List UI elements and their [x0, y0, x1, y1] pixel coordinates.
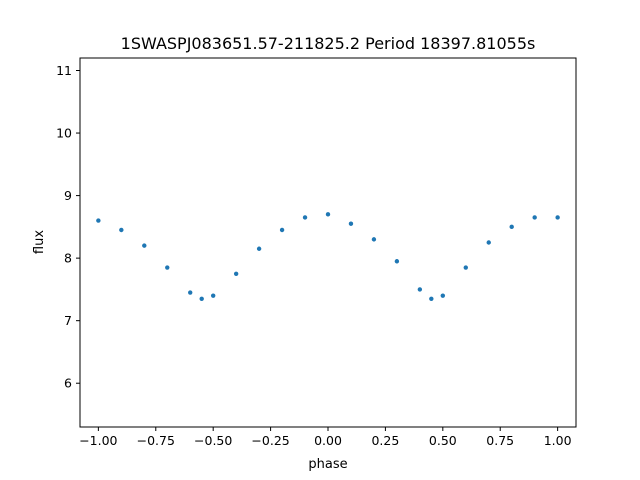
- data-point: [142, 243, 147, 248]
- data-point: [555, 215, 560, 220]
- data-point: [119, 227, 124, 233]
- y-tick-label: 7: [64, 313, 72, 328]
- data-point: [96, 218, 101, 223]
- chart-title: 1SWASPJ083651.57-211825.2 Period 18397.8…: [121, 34, 536, 53]
- x-tick-label: 0.25: [371, 433, 399, 448]
- x-axis-label: phase: [308, 457, 347, 472]
- data-point: [325, 212, 331, 217]
- data-point: [256, 246, 262, 251]
- y-axis-label: flux: [32, 230, 47, 254]
- data-point: [509, 224, 514, 230]
- data-point: [188, 290, 193, 295]
- data-point: [279, 227, 285, 233]
- data-point: [371, 237, 377, 242]
- data-point: [394, 259, 400, 264]
- x-tick-label: 0.75: [486, 433, 514, 448]
- x-tick-label: −0.50: [194, 433, 232, 448]
- data-point: [210, 293, 216, 298]
- y-tick-label: 9: [64, 188, 72, 203]
- x-tick-label: 1.00: [544, 433, 572, 448]
- data-point: [417, 287, 423, 292]
- x-tick-label: −0.75: [137, 433, 175, 448]
- y-tick-label: 6: [64, 376, 72, 391]
- x-tick-label: 0.00: [314, 433, 342, 448]
- data-point: [463, 265, 468, 270]
- x-tick-label: −0.25: [251, 433, 289, 448]
- x-tick-label: −1.00: [79, 433, 117, 448]
- y-tick-label: 8: [64, 251, 72, 266]
- data-point: [440, 293, 446, 298]
- x-ticks: −1.00 −0.75 −0.50 −0.25 0.00 0.25 0.50 0.75 1.00: [79, 427, 572, 448]
- data-point: [302, 215, 308, 220]
- data-point: [486, 240, 491, 245]
- scatter-points: [96, 212, 560, 301]
- data-point: [348, 221, 354, 226]
- data-point: [532, 215, 537, 220]
- data-point: [233, 271, 239, 276]
- data-point: [165, 265, 170, 270]
- y-tick-label: 11: [56, 63, 72, 78]
- data-point: [429, 296, 434, 301]
- y-tick-label: 10: [56, 126, 72, 141]
- y-ticks: 6 7 8 9 10 11: [56, 63, 80, 391]
- data-point: [199, 296, 204, 301]
- plot-frame: [79, 57, 577, 428]
- x-tick-label: 0.50: [429, 433, 457, 448]
